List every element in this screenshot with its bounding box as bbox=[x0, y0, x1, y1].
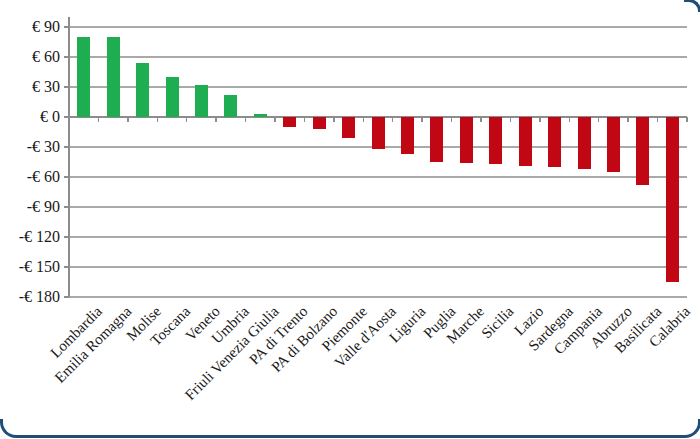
bar-puglia bbox=[430, 117, 443, 162]
y-axis-tick-label: -€ 30 bbox=[0, 138, 60, 156]
bar-basilicata bbox=[636, 117, 649, 185]
y-axis-tick-label: € 30 bbox=[0, 78, 60, 96]
bar-veneto bbox=[195, 85, 208, 117]
category-axis-tick bbox=[363, 117, 365, 122]
category-axis-tick bbox=[686, 117, 688, 122]
y-axis-tick-label: -€ 120 bbox=[0, 228, 60, 246]
category-axis-tick bbox=[68, 117, 70, 122]
y-axis-line bbox=[68, 17, 70, 297]
bar-calabria bbox=[666, 117, 679, 282]
category-axis-tick bbox=[569, 117, 571, 122]
gridline bbox=[69, 206, 687, 208]
category-axis-tick bbox=[215, 117, 217, 122]
bar-lazio bbox=[519, 117, 532, 166]
gridline bbox=[69, 296, 687, 298]
category-axis-tick bbox=[304, 117, 306, 122]
bar-campania bbox=[578, 117, 591, 169]
bar-marche bbox=[460, 117, 473, 163]
gridline bbox=[69, 86, 687, 88]
category-axis-tick bbox=[627, 117, 629, 122]
gridline bbox=[69, 56, 687, 58]
y-axis-tick-label: € 60 bbox=[0, 48, 60, 66]
category-axis-tick bbox=[657, 117, 659, 122]
bar-piemonte bbox=[342, 117, 355, 138]
category-axis-tick bbox=[98, 117, 100, 122]
bar-toscana bbox=[166, 77, 179, 117]
x-category-label: Sicilia bbox=[479, 303, 517, 341]
category-axis-tick bbox=[245, 117, 247, 122]
bar-pa-di-bolzano bbox=[313, 117, 326, 129]
category-axis-tick bbox=[186, 117, 188, 122]
bar-sicilia bbox=[489, 117, 502, 164]
gridline bbox=[69, 266, 687, 268]
y-axis-tick-label: € 0 bbox=[0, 108, 60, 126]
category-axis-tick bbox=[480, 117, 482, 122]
bar-emilia-romagna bbox=[107, 37, 120, 117]
bar-pa-di-trento bbox=[283, 117, 296, 127]
category-axis-tick bbox=[274, 117, 276, 122]
category-axis-tick bbox=[127, 117, 129, 122]
bar-valle-d-aosta bbox=[372, 117, 385, 149]
category-axis-tick bbox=[421, 117, 423, 122]
category-axis-tick bbox=[157, 117, 159, 122]
y-axis-tick-label: -€ 90 bbox=[0, 198, 60, 216]
y-axis-tick-label: € 90 bbox=[0, 18, 60, 36]
bar-umbria bbox=[224, 95, 237, 117]
plot-area: € 90 € 60 € 30 € 0 -€ 30 -€ 60 -€ 90 -€ 120 -€ 1… bbox=[0, 0, 700, 439]
bar-molise bbox=[136, 63, 149, 117]
y-axis-tick-label: -€ 150 bbox=[0, 258, 60, 276]
bar-abruzzo bbox=[607, 117, 620, 172]
category-axis-tick bbox=[333, 117, 335, 122]
category-axis-tick bbox=[510, 117, 512, 122]
gridline bbox=[69, 236, 687, 238]
y-axis-tick-label: -€ 180 bbox=[0, 288, 60, 306]
category-axis-tick bbox=[451, 117, 453, 122]
category-axis-tick bbox=[539, 117, 541, 122]
category-axis-tick bbox=[392, 117, 394, 122]
chart-canvas: € 90 € 60 € 30 € 0 -€ 30 -€ 60 -€ 90 -€ 120 -€ 1… bbox=[0, 0, 700, 439]
bar-friuli-venezia-giulia bbox=[254, 114, 267, 117]
bar-sardegna bbox=[548, 117, 561, 167]
gridline bbox=[69, 26, 687, 28]
gridline bbox=[69, 176, 687, 178]
bar-lombardia bbox=[77, 37, 90, 117]
y-axis-tick-label: -€ 60 bbox=[0, 168, 60, 186]
bar-liguria bbox=[401, 117, 414, 154]
category-axis-tick bbox=[598, 117, 600, 122]
